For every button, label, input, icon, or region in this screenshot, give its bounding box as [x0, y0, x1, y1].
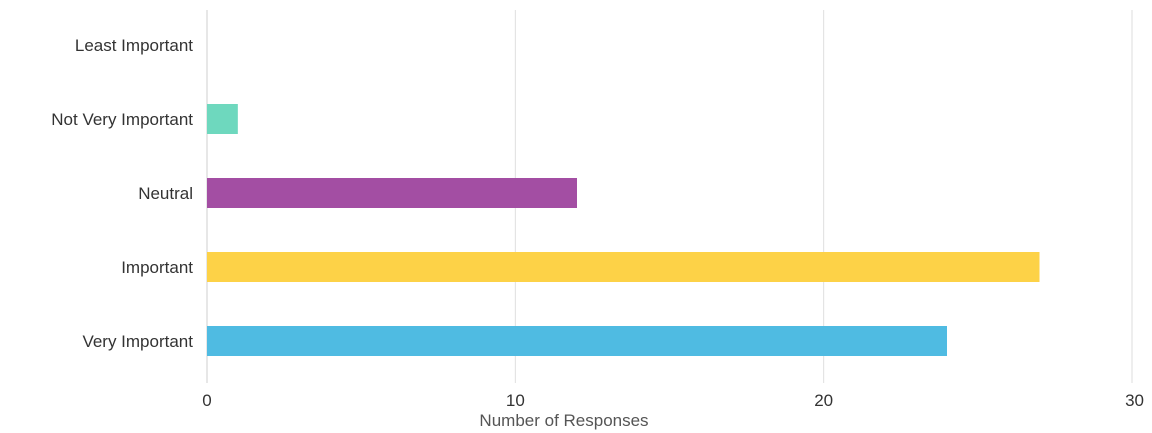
- bar-important: [207, 252, 1040, 282]
- bar-very-important: [207, 326, 947, 356]
- bar-neutral: [207, 178, 577, 208]
- category-label: Neutral: [138, 184, 193, 203]
- x-tick-label: 30: [1125, 391, 1144, 410]
- category-label: Important: [121, 258, 193, 277]
- category-label: Least Important: [75, 36, 193, 55]
- x-tick-label: 20: [814, 391, 833, 410]
- x-tick-label: 0: [202, 391, 211, 410]
- category-labels: Least Important Not Very Important Neutral…: [51, 36, 193, 351]
- x-axis-title: Number of Responses: [479, 411, 648, 430]
- category-label: Not Very Important: [51, 110, 193, 129]
- category-label: Very Important: [82, 332, 193, 351]
- bar-not-very-important: [207, 104, 238, 134]
- bars: [207, 104, 1040, 356]
- x-tick-label: 10: [506, 391, 525, 410]
- x-tick-labels: 0 10 20 30: [202, 391, 1144, 410]
